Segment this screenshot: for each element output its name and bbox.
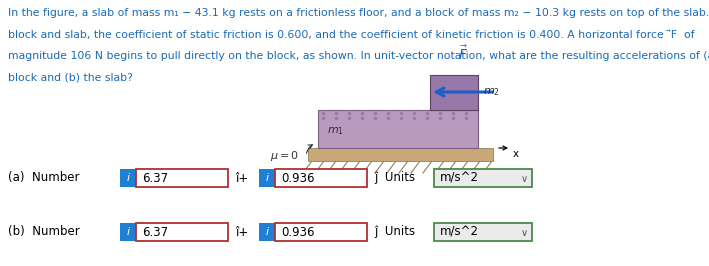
Text: (b)  Number: (b) Number (8, 226, 79, 239)
Bar (259, 169, 275, 187)
Text: block and slab, the coefficient of static friction is 0.600, and the coefficient: block and slab, the coefficient of stati… (8, 30, 695, 40)
Text: î+: î+ (235, 172, 248, 185)
Bar (120, 169, 136, 187)
Bar (434, 169, 532, 187)
Bar (259, 223, 275, 241)
Bar (318, 110, 478, 148)
Text: m/s^2: m/s^2 (440, 226, 479, 239)
Bar (136, 223, 228, 241)
Text: i: i (126, 227, 130, 237)
Text: ĵ  Units: ĵ Units (374, 226, 415, 239)
Text: m/s^2: m/s^2 (440, 172, 479, 185)
Text: $\vec{F}$: $\vec{F}$ (458, 44, 468, 63)
Text: î+: î+ (235, 226, 248, 239)
Text: In the figure, a slab of mass m₁ − 43.1 kg rests on a frictionless floor, and a : In the figure, a slab of mass m₁ − 43.1 … (8, 8, 709, 18)
Text: i: i (265, 227, 269, 237)
Text: ĵ  Units: ĵ Units (374, 172, 415, 185)
Text: ∨: ∨ (520, 174, 527, 184)
Bar (275, 223, 367, 241)
Text: i: i (126, 173, 130, 183)
Text: block and (b) the slab?: block and (b) the slab? (8, 72, 133, 82)
Bar (308, 148, 493, 161)
Text: (a)  Number: (a) Number (8, 172, 79, 185)
Text: $m_2$: $m_2$ (483, 86, 500, 98)
Bar (275, 169, 367, 187)
Bar (430, 75, 478, 110)
Text: 6.37: 6.37 (142, 226, 168, 239)
Bar (434, 223, 532, 241)
Text: $m_1$: $m_1$ (328, 125, 345, 137)
Bar (136, 169, 228, 187)
Text: 0.936: 0.936 (281, 172, 315, 185)
Text: x: x (513, 149, 519, 159)
Bar (120, 223, 136, 241)
Text: $\mu = 0$: $\mu = 0$ (270, 149, 299, 163)
Text: i: i (265, 173, 269, 183)
Text: ∨: ∨ (520, 228, 527, 238)
Text: 6.37: 6.37 (142, 172, 168, 185)
Text: 0.936: 0.936 (281, 226, 315, 239)
Text: magnitude 106 N begins to pull directly on the block, as shown. In unit-vector n: magnitude 106 N begins to pull directly … (8, 51, 709, 61)
